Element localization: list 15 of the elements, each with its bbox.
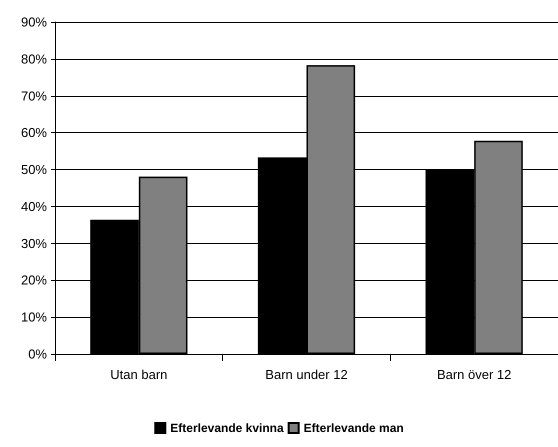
legend-label: Efterlevande man <box>304 421 404 435</box>
x-tick-label: Utan barn <box>110 367 168 382</box>
x-tick-label: Barn över 12 <box>436 367 512 382</box>
y-tick-label: 20% <box>20 272 48 288</box>
y-tick-label: 80% <box>20 51 48 66</box>
y-tick-label: 30% <box>20 236 48 251</box>
y-tick-label: 70% <box>20 88 48 104</box>
legend-label: Efterlevande kvinna <box>170 421 284 435</box>
y-tick-label: 50% <box>20 162 48 178</box>
y-tick-label: 60% <box>20 125 48 140</box>
y-tick-label: 0% <box>28 346 48 362</box>
y-tick-label: 40% <box>20 198 48 214</box>
x-tick-label: Barn under 12 <box>265 367 348 382</box>
y-tick-label: 10% <box>20 310 48 325</box>
y-tick-label: 90% <box>20 14 48 30</box>
